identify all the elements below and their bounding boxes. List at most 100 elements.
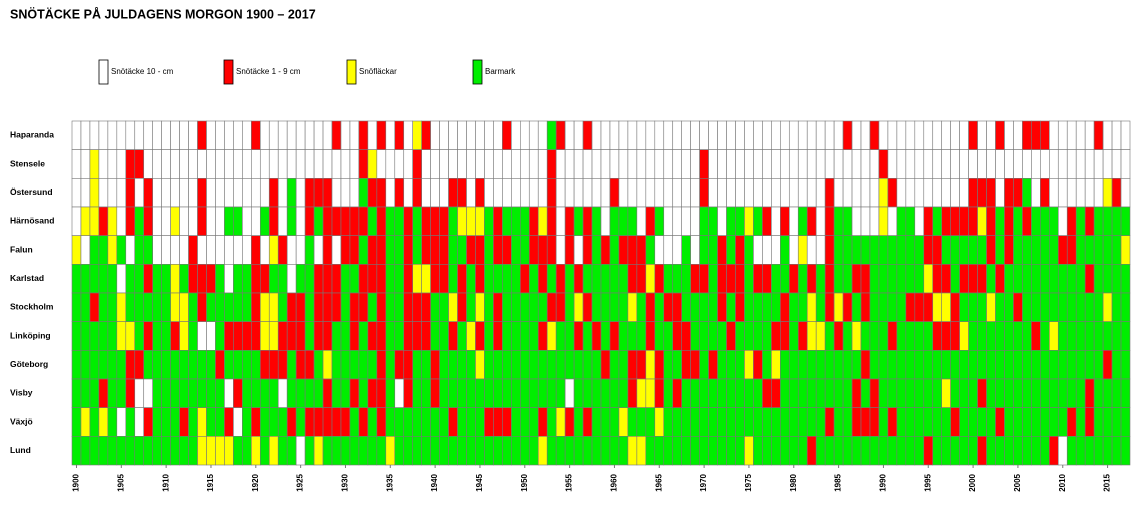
cell — [89, 178, 100, 208]
cell — [528, 292, 539, 322]
cell — [780, 378, 790, 408]
cell — [1075, 292, 1086, 322]
cell — [959, 120, 969, 150]
cell — [349, 178, 360, 208]
cell — [224, 407, 234, 437]
cell — [1049, 321, 1059, 351]
cell — [546, 407, 557, 437]
cell — [672, 407, 682, 437]
cell — [412, 321, 422, 351]
cell — [995, 292, 1005, 322]
cell — [71, 378, 82, 408]
cell — [134, 292, 145, 322]
cell — [806, 264, 817, 294]
row-label: Härnösand — [10, 216, 54, 226]
cell — [968, 350, 978, 380]
cell — [349, 292, 360, 322]
cell — [179, 264, 189, 294]
cell — [125, 178, 136, 208]
cell — [466, 436, 476, 466]
cell — [1084, 120, 1095, 150]
cell — [869, 407, 880, 437]
cell — [313, 235, 324, 265]
cell — [188, 264, 198, 294]
cell — [493, 264, 503, 294]
cell — [806, 149, 817, 179]
cell — [690, 350, 700, 380]
cell — [484, 407, 494, 437]
row-label: Stockholm — [10, 302, 54, 312]
cell — [815, 378, 826, 408]
cell — [134, 264, 145, 294]
cell — [762, 120, 772, 150]
cell — [1031, 178, 1041, 208]
cell — [753, 206, 763, 236]
cell — [914, 206, 925, 236]
cell — [340, 264, 351, 294]
cell — [1004, 178, 1014, 208]
x-tick-label: 1975 — [744, 473, 753, 491]
cell — [340, 350, 351, 380]
cell — [188, 235, 198, 265]
cell — [555, 321, 566, 351]
cell — [833, 264, 844, 294]
cell — [98, 206, 109, 236]
cell — [797, 407, 808, 437]
cell — [206, 436, 216, 466]
cell — [224, 436, 234, 466]
cell — [251, 178, 261, 208]
cell — [448, 120, 458, 150]
cell — [430, 178, 440, 208]
cell — [197, 149, 207, 179]
cell — [134, 321, 145, 351]
cell — [744, 235, 754, 265]
cell — [385, 178, 396, 208]
cell — [591, 149, 602, 179]
cell — [242, 120, 252, 150]
cell — [385, 149, 396, 179]
cell — [878, 436, 889, 466]
cell — [457, 120, 467, 150]
cell — [896, 178, 907, 208]
cell — [1093, 264, 1104, 294]
cell — [932, 321, 943, 351]
cell — [1120, 264, 1131, 294]
cell — [502, 206, 512, 236]
cell — [1013, 206, 1023, 236]
cell — [744, 149, 754, 179]
cell — [537, 178, 548, 208]
cell — [735, 178, 745, 208]
cell — [295, 350, 306, 380]
cell — [475, 178, 485, 208]
cell — [1049, 407, 1059, 437]
cell — [582, 407, 593, 437]
cell — [645, 235, 656, 265]
cell — [1031, 149, 1041, 179]
cell — [1031, 120, 1041, 150]
cell — [125, 206, 136, 236]
cell — [977, 436, 987, 466]
cell — [896, 149, 907, 179]
cell — [887, 292, 898, 322]
cell — [959, 292, 969, 322]
cell — [215, 149, 225, 179]
cell — [322, 264, 333, 294]
cell — [905, 149, 916, 179]
cell — [878, 350, 889, 380]
cell — [833, 292, 844, 322]
cell — [448, 149, 458, 179]
cell — [520, 149, 530, 179]
cell — [627, 378, 638, 408]
cell — [421, 149, 431, 179]
cell — [842, 235, 853, 265]
cell — [277, 292, 288, 322]
cell — [627, 292, 638, 322]
cell — [412, 264, 422, 294]
cell — [367, 378, 378, 408]
cell — [824, 350, 835, 380]
cell — [457, 149, 467, 179]
cell — [1093, 292, 1104, 322]
cell — [466, 149, 476, 179]
cell — [932, 292, 943, 322]
cell — [797, 235, 808, 265]
